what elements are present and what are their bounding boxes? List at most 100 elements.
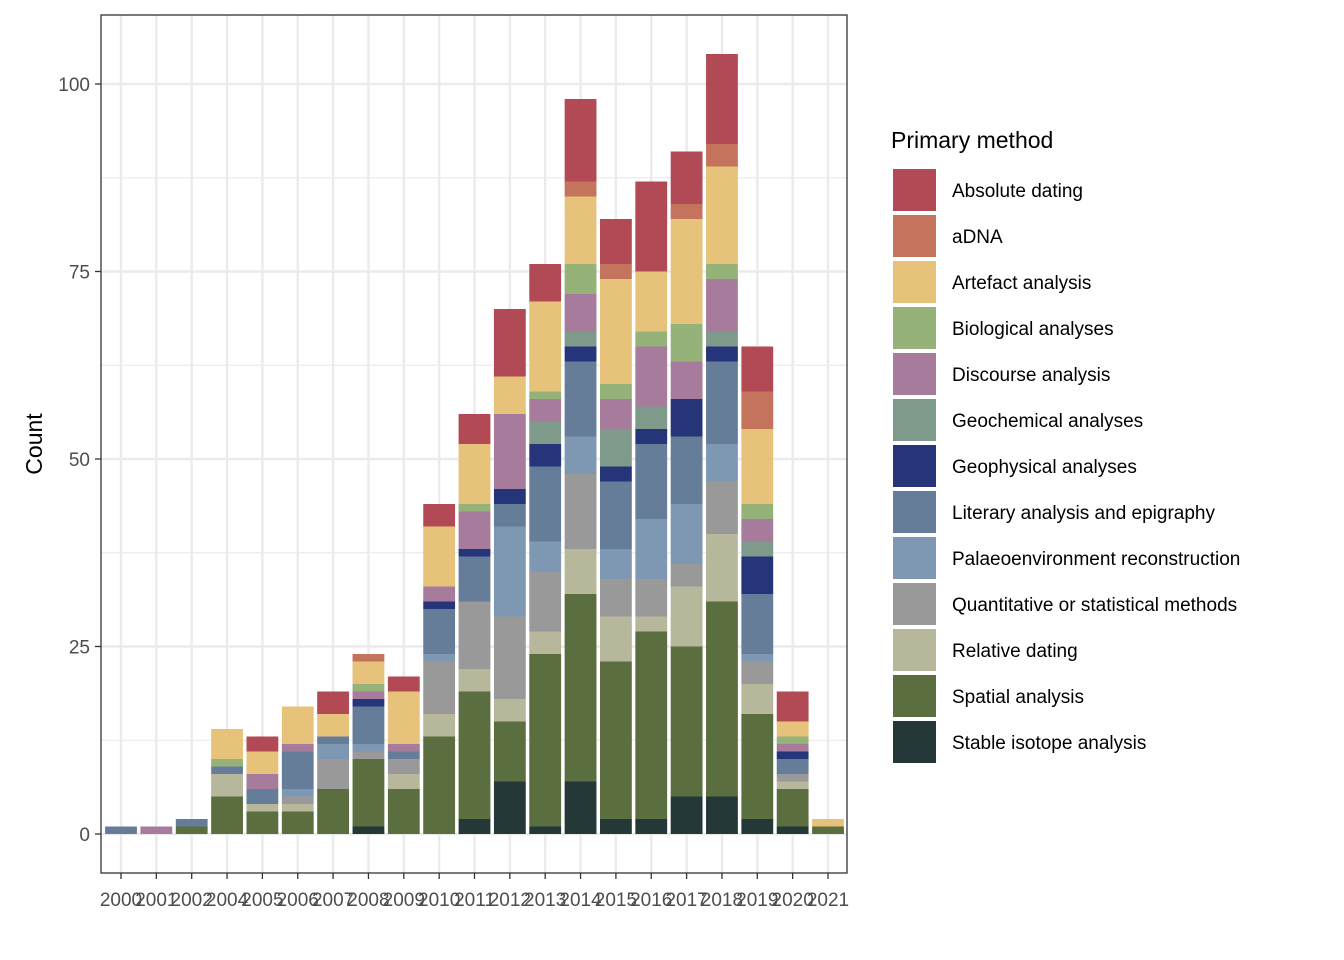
legend-item: Spatial analysis	[893, 675, 1084, 717]
bar-segment-palaeoenvironment-reconstruction-2019	[741, 654, 774, 662]
bar-segment-biological-analyses-2015	[599, 384, 632, 399]
bar-segment-discourse-analysis-2018	[706, 279, 738, 332]
legend-item: Geophysical analyses	[893, 445, 1137, 487]
bar-stack-2004	[211, 729, 243, 834]
bar-segment-quantitative-or-statistical-methods-2015	[599, 579, 632, 617]
bar-segment-palaeoenvironment-reconstruction-2008	[352, 744, 385, 752]
legend-item: Literary analysis and epigraphy	[893, 491, 1215, 533]
legend-item: Geochemical analyses	[893, 399, 1143, 441]
bar-segment-geophysical-analyses-2020	[776, 751, 809, 759]
x-tick-label-2019: 2019	[736, 890, 778, 911]
bar-segment-artefact-analysis-2014	[564, 196, 597, 264]
bar-segment-artefact-analysis-2012	[493, 376, 526, 414]
bar-segment-discourse-analysis-2009	[387, 744, 420, 752]
x-tick-label-2009: 2009	[383, 890, 425, 911]
bar-segment-relative-dating-2013	[529, 631, 562, 654]
legend-swatch	[893, 307, 936, 349]
legend-label: Absolute dating	[952, 181, 1083, 202]
bar-segment-quantitative-or-statistical-methods-2006	[281, 796, 314, 804]
bar-segment-stable-isotope-analysis-2015	[599, 819, 632, 834]
x-tick-label-2013: 2013	[524, 890, 566, 911]
bar-segment-literary-analysis-and-epigraphy-2004	[211, 766, 243, 774]
bar-segment-quantitative-or-statistical-methods-2016	[635, 579, 668, 617]
bar-stack-2017	[670, 151, 703, 834]
bar-segment-artefact-analysis-2005	[246, 751, 279, 774]
bars-layer	[105, 54, 844, 834]
bar-segment-spatial-analysis-2012	[493, 721, 526, 782]
bar-segment-literary-analysis-and-epigraphy-2011	[458, 556, 491, 602]
bar-segment-biological-analyses-2018	[706, 264, 738, 279]
bar-segment-spatial-analysis-2014	[564, 594, 597, 782]
bar-segment-absolute-dating-2020	[776, 691, 809, 722]
bar-segment-biological-analyses-2004	[211, 759, 243, 767]
bar-segment-relative-dating-2005	[246, 804, 279, 812]
bar-stack-2011	[458, 414, 491, 834]
bar-segment-absolute-dating-2009	[387, 676, 420, 692]
legend-label: Artefact analysis	[952, 273, 1091, 294]
bar-segment-biological-analyses-2013	[529, 391, 562, 399]
legend-label: Literary analysis and epigraphy	[952, 503, 1215, 524]
bar-segment-spatial-analysis-2007	[317, 789, 350, 834]
bar-segment-quantitative-or-statistical-methods-2018	[706, 481, 738, 534]
legend-swatch	[893, 353, 936, 395]
x-tick-label-2015: 2015	[595, 890, 637, 911]
legend-item: Discourse analysis	[893, 353, 1110, 395]
bar-segment-discourse-analysis-2001	[140, 826, 173, 834]
bar-segment-quantitative-or-statistical-methods-2007	[317, 759, 350, 789]
bar-segment-stable-isotope-analysis-2013	[529, 826, 562, 834]
y-tick-label: 50	[69, 450, 90, 471]
bar-segment-artefact-analysis-2006	[281, 706, 314, 744]
bar-segment-biological-analyses-2014	[564, 264, 597, 294]
bar-segment-absolute-dating-2013	[529, 264, 562, 302]
bar-segment-discourse-analysis-2014	[564, 294, 597, 332]
bar-segment-relative-dating-2018	[706, 534, 738, 602]
bar-stack-2008	[352, 654, 385, 834]
bar-segment-discourse-analysis-2020	[776, 744, 809, 752]
bar-segment-quantitative-or-statistical-methods-2008	[352, 751, 385, 759]
legend-title: Primary method	[891, 127, 1053, 153]
bar-segment-literary-analysis-and-epigraphy-2013	[529, 466, 562, 542]
legend-label: Geochemical analyses	[952, 411, 1143, 432]
bar-segment-relative-dating-2012	[493, 699, 526, 722]
bar-segment-artefact-analysis-2011	[458, 444, 491, 504]
bar-segment-stable-isotope-analysis-2016	[635, 819, 668, 834]
bar-segment-spatial-analysis-2009	[387, 789, 420, 834]
bar-segment-geochemical-analyses-2014	[564, 331, 597, 347]
legend-label: Stable isotope analysis	[952, 733, 1146, 754]
bar-segment-artefact-analysis-2013	[529, 301, 562, 392]
legend-label: aDNA	[952, 227, 1003, 248]
legend-item: Absolute dating	[893, 169, 1083, 211]
x-tick-label-2006: 2006	[277, 890, 319, 911]
x-tick-label-2016: 2016	[630, 890, 672, 911]
bar-segment-geophysical-analyses-2008	[352, 699, 385, 707]
bar-segment-biological-analyses-2020	[776, 736, 809, 744]
bar-segment-geophysical-analyses-2019	[741, 556, 774, 594]
bar-segment-quantitative-or-statistical-methods-2013	[529, 571, 562, 632]
bar-segment-spatial-analysis-2019	[741, 714, 774, 819]
legend-item: Artefact analysis	[893, 261, 1091, 303]
bar-segment-absolute-dating-2007	[317, 691, 350, 714]
bar-stack-2021	[812, 819, 844, 834]
bar-segment-literary-analysis-and-epigraphy-2009	[387, 751, 420, 759]
bar-stack-2005	[246, 736, 279, 834]
bar-segment-discourse-analysis-2015	[599, 399, 632, 429]
bar-segment-geophysical-analyses-2013	[529, 444, 562, 467]
x-tick-label-2012: 2012	[489, 890, 531, 911]
bar-segment-palaeoenvironment-reconstruction-2012	[493, 526, 526, 617]
bar-segment-discourse-analysis-2017	[670, 361, 703, 399]
bar-segment-stable-isotope-analysis-2012	[493, 781, 526, 834]
legend-item: Relative dating	[893, 629, 1078, 671]
bar-segment-stable-isotope-analysis-2011	[458, 819, 491, 834]
bar-segment-biological-analyses-2008	[352, 684, 385, 692]
bar-segment-geophysical-analyses-2010	[423, 601, 456, 609]
x-tick-label-2011: 2011	[454, 890, 495, 911]
bar-segment-adna-2008	[352, 654, 385, 662]
bar-segment-spatial-analysis-2016	[635, 631, 668, 819]
bar-stack-2019	[741, 346, 774, 834]
bar-segment-palaeoenvironment-reconstruction-2017	[670, 504, 703, 564]
bar-segment-stable-isotope-analysis-2008	[352, 826, 385, 834]
bar-segment-quantitative-or-statistical-methods-2010	[423, 661, 456, 714]
bar-segment-spatial-analysis-2008	[352, 759, 385, 827]
x-tick-label-2008: 2008	[347, 890, 389, 911]
